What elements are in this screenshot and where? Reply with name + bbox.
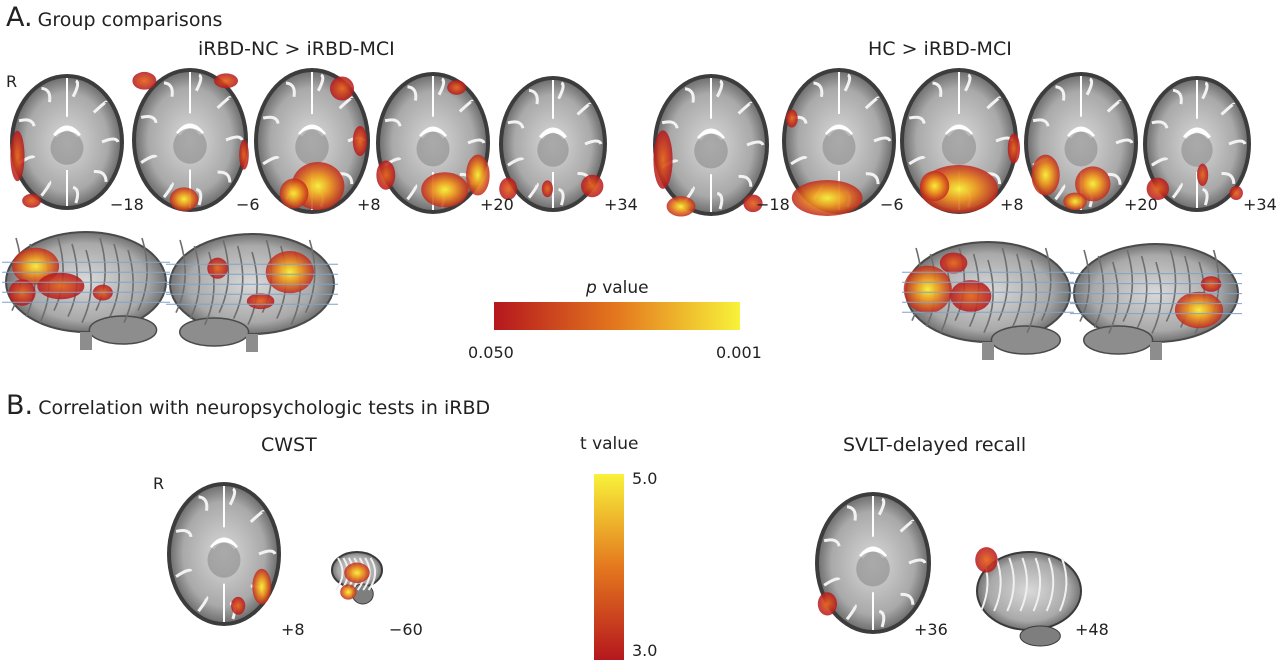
panel-a-letter: A. — [6, 2, 33, 33]
axial-slice-left-3 — [252, 66, 372, 216]
svlt-sagittal-slice — [973, 544, 1085, 650]
axial-slice-right-1 — [651, 72, 771, 218]
lateral-brain-left-2 — [166, 222, 338, 354]
t-value-colorbar — [594, 474, 624, 660]
axial-slice-left-4 — [374, 70, 492, 216]
axial-slice-left-2 — [130, 66, 250, 214]
p-value-colorbar — [494, 302, 740, 330]
cwst-title: CWST — [261, 434, 317, 456]
p-value-min-label: 0.050 — [468, 343, 514, 362]
orientation-label-a: R — [6, 72, 18, 91]
panel-b-title: Correlation with neuropsychologic tests … — [38, 397, 491, 419]
slice-label-svlt-axial: +36 — [914, 620, 948, 639]
lateral-brain-right-2 — [1070, 232, 1242, 362]
slice-label-right-2: −6 — [880, 195, 904, 214]
svlt-title: SVLT-delayed recall — [843, 434, 1027, 456]
t-value-min-label: 3.0 — [632, 641, 658, 660]
slice-label-right-5: +34 — [1243, 195, 1277, 214]
axial-slice-left-1 — [8, 72, 126, 212]
slice-label-left-4: +20 — [480, 195, 514, 214]
p-value-max-label: 0.001 — [716, 343, 762, 362]
cwst-axial-slice — [165, 480, 283, 628]
axial-slice-right-4 — [1022, 70, 1140, 216]
slice-label-right-3: +8 — [1000, 195, 1024, 214]
panel-b-header: B. Correlation with neuropsychologic tes… — [6, 390, 490, 421]
slice-label-svlt-sagittal: +48 — [1075, 620, 1109, 639]
slice-label-left-1: −18 — [110, 195, 144, 214]
svlt-axial-slice — [813, 490, 933, 636]
orientation-label-b: R — [153, 474, 165, 493]
t-value-colorbar-label: t value — [580, 434, 639, 454]
slice-label-left-2: −6 — [236, 195, 260, 214]
slice-label-cwst-axial: +8 — [281, 620, 305, 639]
panel-a-title: Group comparisons — [37, 9, 223, 31]
slice-label-left-5: +34 — [604, 195, 638, 214]
axial-slice-left-5 — [497, 74, 609, 214]
axial-slice-right-3 — [898, 66, 1020, 216]
axial-slice-right-5 — [1141, 74, 1253, 214]
panel-a-header: A. Group comparisons — [6, 2, 222, 33]
lateral-brain-left-1 — [2, 220, 170, 352]
panel-b-letter: B. — [6, 390, 34, 421]
slice-label-left-3: +8 — [357, 195, 381, 214]
t-value-max-label: 5.0 — [632, 469, 658, 488]
axial-slice-right-2 — [780, 66, 898, 216]
slice-label-right-1: −18 — [756, 195, 790, 214]
cwst-sagittal-slice — [328, 544, 386, 608]
right-group-title: HC > iRBD-MCI — [868, 38, 1012, 60]
lateral-brain-right-1 — [902, 230, 1074, 362]
left-group-title: iRBD-NC > iRBD-MCI — [198, 38, 395, 60]
p-value-italic: p — [586, 278, 597, 298]
p-value-text: value — [596, 278, 649, 298]
slice-label-cwst-sagittal: −60 — [389, 620, 423, 639]
p-value-colorbar-label: p value — [586, 278, 649, 298]
slice-label-right-4: +20 — [1124, 195, 1158, 214]
